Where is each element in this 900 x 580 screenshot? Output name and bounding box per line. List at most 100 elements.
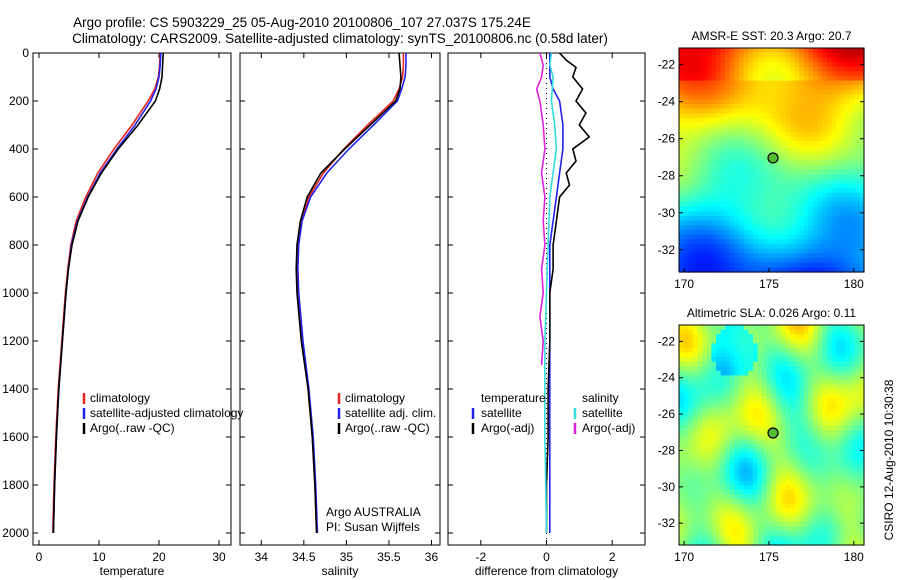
heatmap-cell (799, 76, 805, 82)
heatmap-cell (785, 490, 791, 496)
heatmap-cell (729, 211, 736, 217)
heatmap-cell (679, 127, 685, 133)
x-tick-label: 175 (759, 277, 779, 291)
heatmap-cell (785, 108, 791, 114)
heatmap-cell (831, 329, 837, 335)
heatmap-cell (859, 398, 865, 404)
heatmap-cell (780, 366, 786, 372)
heatmap-cell (817, 439, 823, 445)
heatmap-cell (743, 248, 749, 254)
heatmap-cell (766, 211, 773, 217)
heatmap-cell (702, 80, 708, 86)
heatmap-cell (850, 80, 856, 86)
heatmap-cell (803, 535, 810, 542)
heatmap-cell (683, 494, 689, 500)
heatmap-cell (734, 127, 740, 133)
heatmap-cell (831, 503, 837, 509)
heatmap-cell (817, 113, 823, 119)
heatmap-cell (692, 384, 699, 390)
heatmap-cell (766, 122, 773, 128)
heatmap-cell (780, 183, 786, 189)
heatmap-cell (692, 258, 699, 264)
heatmap-cell (845, 393, 851, 399)
heatmap-cell (859, 146, 865, 152)
heatmap-cell (785, 535, 791, 542)
heatmap-cell (840, 169, 847, 175)
heatmap-cell (725, 253, 731, 259)
heatmap-cell (766, 216, 773, 222)
heatmap-cell (734, 370, 740, 377)
heatmap-cell (771, 343, 777, 349)
heatmap-cell (859, 526, 865, 532)
heatmap-cell (716, 150, 722, 156)
heatmap-cell (831, 347, 837, 354)
heatmap-cell (729, 234, 736, 240)
heatmap-cell (748, 66, 754, 72)
heatmap-cell (734, 267, 740, 273)
heatmap-cell (803, 52, 810, 58)
heatmap-cell (743, 230, 749, 236)
heatmap-cell (711, 160, 717, 166)
heatmap-cell (688, 439, 694, 445)
heatmap-cell (771, 52, 777, 58)
heatmap-cell (766, 480, 773, 487)
heatmap-cell (753, 352, 759, 358)
heatmap-cell (757, 174, 763, 180)
heatmap-cell (808, 407, 814, 413)
heatmap-cell (702, 499, 708, 505)
heatmap-cell (743, 526, 749, 532)
heatmap-cell (854, 253, 860, 259)
heatmap-cell (836, 389, 842, 395)
heatmap-cell (803, 494, 810, 500)
heatmap-cell (831, 62, 837, 68)
heatmap-cell (743, 439, 749, 445)
heatmap-cell (790, 80, 796, 86)
heatmap-cell (845, 480, 851, 487)
heatmap-cell (776, 99, 782, 105)
heatmap-cell (799, 508, 805, 514)
heatmap-cell (790, 412, 796, 418)
heatmap-cell (757, 48, 763, 54)
heatmap-cell (803, 540, 810, 546)
heatmap-cell (702, 178, 708, 184)
heatmap-cell (813, 71, 819, 77)
heatmap-cell (790, 104, 796, 110)
heatmap-cell (716, 499, 722, 505)
heatmap-cell (803, 485, 810, 491)
heatmap-cell (785, 178, 791, 184)
heatmap-cell (757, 435, 763, 441)
heatmap-cell (734, 361, 740, 367)
heatmap-cell (785, 480, 791, 487)
heatmap-cell (725, 211, 731, 217)
heatmap-cell (725, 90, 731, 96)
heatmap-cell (817, 453, 823, 459)
heatmap-cell (711, 325, 717, 331)
heatmap-cell (679, 108, 685, 114)
heatmap-cell (771, 370, 777, 377)
heatmap-cell (776, 239, 782, 245)
heatmap-cell (803, 435, 810, 441)
heatmap-cell (692, 136, 699, 142)
heatmap-cell (692, 108, 699, 114)
heatmap-cell (762, 146, 768, 152)
heatmap-cell (679, 517, 685, 523)
heatmap-cell (785, 239, 791, 245)
heatmap-cell (725, 132, 731, 138)
heatmap-cell (688, 127, 694, 133)
heatmap-cell (771, 402, 777, 409)
heatmap-cell (753, 62, 759, 68)
heatmap-cell (813, 118, 819, 124)
heatmap-cell (776, 262, 782, 268)
heatmap-cell (854, 206, 860, 212)
heatmap-cell (702, 467, 708, 473)
heatmap-cell (840, 393, 847, 399)
series-line-2 (295, 52, 402, 534)
heatmap-cell (679, 471, 685, 477)
heatmap-cell (776, 508, 782, 514)
heatmap-cell (803, 66, 810, 72)
heatmap-cell (688, 262, 694, 268)
heatmap-cell (683, 471, 689, 477)
heatmap-cell (794, 499, 800, 505)
heatmap-cell (831, 384, 837, 390)
heatmap-cell (720, 334, 726, 340)
